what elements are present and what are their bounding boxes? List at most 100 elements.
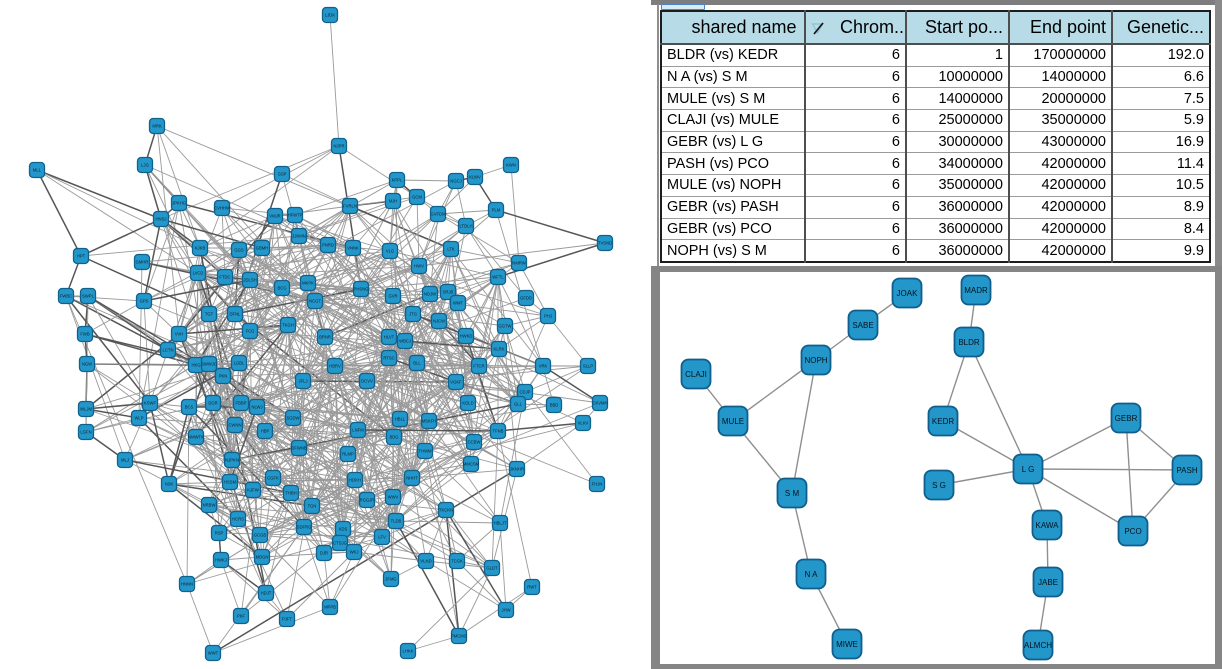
svg-text:HWKJ: HWKJ xyxy=(215,558,227,563)
svg-text:BBD: BBD xyxy=(550,403,559,408)
svg-text:SDFRG: SDFRG xyxy=(297,525,312,530)
svg-text:LNFM: LNFM xyxy=(352,428,364,433)
svg-text:GGTW: GGTW xyxy=(498,324,511,329)
svg-text:KWN: KWN xyxy=(506,163,516,168)
svg-text:WKJ: WKJ xyxy=(350,550,359,555)
svg-text:NHHT: NHHT xyxy=(406,476,418,481)
svg-text:KDLD: KDLD xyxy=(462,401,473,406)
svg-text:GVFDM: GVFDM xyxy=(430,212,446,217)
svg-text:FTCR: FTCR xyxy=(473,364,484,369)
svg-text:VVH: VVH xyxy=(175,332,184,337)
svg-text:LVCD: LVCD xyxy=(193,271,204,276)
svg-text:LFV: LFV xyxy=(378,535,386,540)
svg-text:HDKH: HDKH xyxy=(349,478,361,483)
svg-text:GEBR: GEBR xyxy=(1115,414,1138,423)
svg-text:FCG: FCG xyxy=(246,329,255,334)
svg-text:KAWA: KAWA xyxy=(1036,521,1060,530)
svg-text:PHSNG: PHSNG xyxy=(354,287,369,292)
svg-text:NGW: NGW xyxy=(82,362,92,367)
svg-text:HNNN: HNNN xyxy=(181,582,193,587)
svg-text:CTSJG: CTSJG xyxy=(333,541,347,546)
svg-text:NSK: NSK xyxy=(165,482,174,487)
svg-text:LTDLH: LTDLH xyxy=(460,224,473,229)
svg-text:GPS: GPS xyxy=(140,299,149,304)
svg-text:VMJR: VMJR xyxy=(269,214,280,219)
svg-text:MDGN: MDGN xyxy=(256,555,269,560)
svg-text:VLG: VLG xyxy=(386,249,394,254)
svg-text:TGT: TGT xyxy=(205,312,214,317)
svg-text:SWPL: SWPL xyxy=(82,294,95,299)
svg-text:BLDR: BLDR xyxy=(958,338,980,347)
svg-text:KSWF: KSWF xyxy=(144,401,157,406)
svg-text:RGGJR: RGGJR xyxy=(360,498,375,503)
svg-text:HSSM: HSSM xyxy=(224,480,237,485)
svg-text:SABE: SABE xyxy=(852,321,873,330)
svg-text:DFNL: DFNL xyxy=(230,312,242,317)
svg-text:WLP: WLP xyxy=(134,416,143,421)
svg-text:THWM: THWM xyxy=(418,449,432,454)
svg-text:DGR: DGR xyxy=(208,401,217,406)
svg-text:PNRD: PNRD xyxy=(322,243,334,248)
svg-text:JABE: JABE xyxy=(1038,578,1058,587)
svg-text:GBMH: GBMH xyxy=(256,246,269,251)
svg-text:KEDR: KEDR xyxy=(932,417,954,426)
svg-text:KJFW: KJFW xyxy=(247,488,258,493)
svg-text:HFWTP: HFWTP xyxy=(288,213,303,218)
svg-text:CDJP: CDJP xyxy=(520,390,531,395)
svg-text:LGFN: LGFN xyxy=(80,430,91,435)
svg-text:CGFK: CGFK xyxy=(267,476,279,481)
svg-text:FWB: FWB xyxy=(80,332,90,337)
svg-text:VLKV: VLKV xyxy=(578,421,589,426)
svg-text:GVR: GVR xyxy=(388,294,397,299)
svg-text:RLMP: RLMP xyxy=(342,452,354,457)
svg-text:NJCW: NJCW xyxy=(433,319,445,324)
svg-text:GCGB: GCGB xyxy=(254,533,267,538)
svg-text:HCRS: HCRS xyxy=(232,517,244,522)
svg-text:MIWE: MIWE xyxy=(836,640,858,649)
svg-text:GLDT: GLDT xyxy=(486,566,498,571)
svg-text:HWV: HWV xyxy=(414,264,424,269)
svg-text:PHJ: PHJ xyxy=(544,314,552,319)
svg-text:MSKFH: MSKFH xyxy=(422,419,437,424)
svg-text:HBLJT: HBLJT xyxy=(494,521,507,526)
svg-text:BLL: BLL xyxy=(413,361,421,366)
svg-text:THBH: THBH xyxy=(285,491,296,496)
svg-text:NMWTK: NMWTK xyxy=(188,435,204,440)
svg-text:WMT: WMT xyxy=(453,301,463,306)
svg-text:KPPL: KPPL xyxy=(392,178,403,183)
svg-text:CWNN: CWNN xyxy=(228,423,241,428)
svg-text:GMHR: GMHR xyxy=(136,260,149,265)
svg-text:GSP: GSP xyxy=(278,172,287,177)
svg-text:GLL: GLL xyxy=(514,402,523,407)
svg-text:WWT: WWT xyxy=(208,651,219,656)
svg-text:WWV: WWV xyxy=(388,495,399,500)
svg-text:TCGK: TCGK xyxy=(451,559,463,564)
svg-text:MADR: MADR xyxy=(964,286,988,295)
svg-text:JHW: JHW xyxy=(501,608,510,613)
svg-text:FBBP: FBBP xyxy=(236,401,247,406)
svg-text:PCO: PCO xyxy=(1124,527,1141,536)
svg-text:NJPKN: NJPKN xyxy=(225,458,239,463)
svg-text:WFTL: WFTL xyxy=(492,275,504,280)
svg-text:LJG: LJG xyxy=(141,163,149,168)
svg-text:HBP: HBP xyxy=(261,429,270,434)
svg-text:BDG: BDG xyxy=(389,435,398,440)
svg-text:MRK: MRK xyxy=(152,124,162,129)
svg-text:RTSC: RTSC xyxy=(383,356,394,361)
svg-text:PASH: PASH xyxy=(1176,466,1197,475)
svg-text:TGN: TGN xyxy=(308,504,317,509)
svg-text:TKCKN: TKCKN xyxy=(439,508,453,513)
svg-text:SWWJC: SWWJC xyxy=(201,362,217,367)
svg-text:LTK: LTK xyxy=(447,247,455,252)
svg-text:NLWJ: NLWJ xyxy=(251,405,262,410)
svg-text:NRBW: NRBW xyxy=(203,503,216,508)
svg-text:JKNHR: JKNHR xyxy=(510,467,524,472)
svg-text:DCVV: DCVV xyxy=(361,379,373,384)
svg-text:SGDW: SGDW xyxy=(286,416,299,421)
svg-text:MPPB: MPPB xyxy=(324,605,336,610)
svg-text:HKG: HKG xyxy=(191,363,200,368)
svg-text:HPT: HPT xyxy=(77,254,86,259)
svg-text:FHJN: FHJN xyxy=(592,482,603,487)
svg-text:DJR: DJR xyxy=(320,551,328,556)
svg-text:MULE: MULE xyxy=(722,417,744,426)
